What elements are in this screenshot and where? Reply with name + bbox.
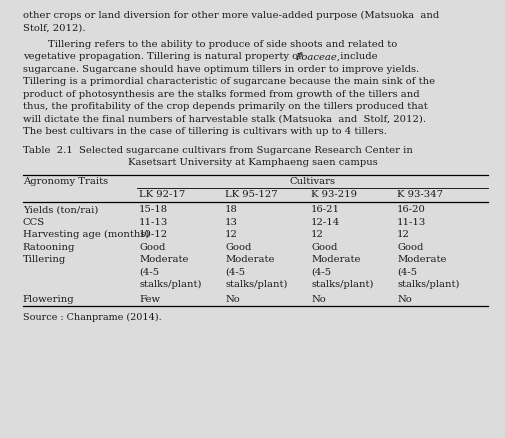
Text: Stolf, 2012).: Stolf, 2012). (23, 24, 85, 32)
Text: Moderate: Moderate (396, 255, 446, 264)
Text: Few: Few (139, 295, 160, 304)
Text: (4-5: (4-5 (225, 268, 245, 277)
Text: other crops or land diversion for other more value-added purpose (Matsuoka  and: other crops or land diversion for other … (23, 11, 438, 20)
Text: No: No (311, 295, 325, 304)
Text: 12: 12 (396, 230, 409, 239)
Text: Good: Good (139, 243, 165, 252)
Text: 16-21: 16-21 (311, 205, 339, 214)
Text: sugarcane. Sugarcane should have optimum tillers in order to improve yields.: sugarcane. Sugarcane should have optimum… (23, 65, 418, 74)
Text: K 93-347: K 93-347 (396, 191, 442, 199)
Text: 12-14: 12-14 (311, 218, 340, 227)
Text: LK 95-127: LK 95-127 (225, 191, 277, 199)
Text: Kasetsart University at Kamphaeng saen campus: Kasetsart University at Kamphaeng saen c… (128, 159, 377, 167)
Text: 13: 13 (225, 218, 237, 227)
Text: K 93-219: K 93-219 (311, 191, 357, 199)
Text: CCS: CCS (23, 218, 45, 227)
Text: stalks/plant): stalks/plant) (225, 280, 287, 290)
Text: Good: Good (311, 243, 337, 252)
Text: Poaceae,: Poaceae, (295, 52, 340, 61)
Text: 12: 12 (225, 230, 237, 239)
Text: stalks/plant): stalks/plant) (311, 280, 373, 290)
Text: will dictate the final numbers of harvestable stalk (Matsuoka  and  Stolf, 2012): will dictate the final numbers of harves… (23, 115, 425, 124)
Text: Flowering: Flowering (23, 295, 74, 304)
Text: Good: Good (225, 243, 251, 252)
Text: product of photosynthesis are the stalks formed from growth of the tillers and: product of photosynthesis are the stalks… (23, 90, 419, 99)
Text: 15-18: 15-18 (139, 205, 168, 214)
Text: (4-5: (4-5 (139, 268, 159, 277)
Text: Cultivars: Cultivars (289, 177, 335, 186)
Text: Good: Good (396, 243, 423, 252)
Text: Moderate: Moderate (311, 255, 360, 264)
Text: The best cultivars in the case of tillering is cultivars with up to 4 tillers.: The best cultivars in the case of tiller… (23, 127, 386, 136)
Text: Source : Chanprame (2014).: Source : Chanprame (2014). (23, 313, 161, 322)
Text: Tillering is a primordial characteristic of sugarcane because the main sink of t: Tillering is a primordial characteristic… (23, 77, 434, 86)
Text: (4-5: (4-5 (396, 268, 417, 277)
Text: (4-5: (4-5 (311, 268, 331, 277)
Text: 11-13: 11-13 (139, 218, 168, 227)
Text: stalks/plant): stalks/plant) (396, 280, 459, 290)
Text: Moderate: Moderate (225, 255, 274, 264)
Text: Tillering: Tillering (23, 255, 66, 264)
Text: No: No (396, 295, 411, 304)
Text: Ratooning: Ratooning (23, 243, 75, 252)
Text: stalks/plant): stalks/plant) (139, 280, 201, 290)
Text: Yields (ton/rai): Yields (ton/rai) (23, 205, 98, 214)
Text: 11-13: 11-13 (396, 218, 426, 227)
Text: Agronomy Traits: Agronomy Traits (23, 177, 108, 186)
Text: Harvesting age (months): Harvesting age (months) (23, 230, 149, 240)
Text: 10-12: 10-12 (139, 230, 168, 239)
Text: LK 92-17: LK 92-17 (139, 191, 185, 199)
Text: vegetative propagation. Tillering is natural property of: vegetative propagation. Tillering is nat… (23, 52, 304, 61)
Text: Tillering refers to the ability to produce of side shoots and related to: Tillering refers to the ability to produ… (23, 40, 396, 49)
Text: 16-20: 16-20 (396, 205, 425, 214)
Text: include: include (333, 52, 377, 61)
Text: Table  2.1  Selected sugarcane cultivars from Sugarcane Research Center in: Table 2.1 Selected sugarcane cultivars f… (23, 146, 412, 155)
Text: Moderate: Moderate (139, 255, 188, 264)
Text: 12: 12 (311, 230, 323, 239)
Text: thus, the profitability of the crop depends primarily on the tillers produced th: thus, the profitability of the crop depe… (23, 102, 427, 111)
Text: 18: 18 (225, 205, 237, 214)
Text: No: No (225, 295, 239, 304)
